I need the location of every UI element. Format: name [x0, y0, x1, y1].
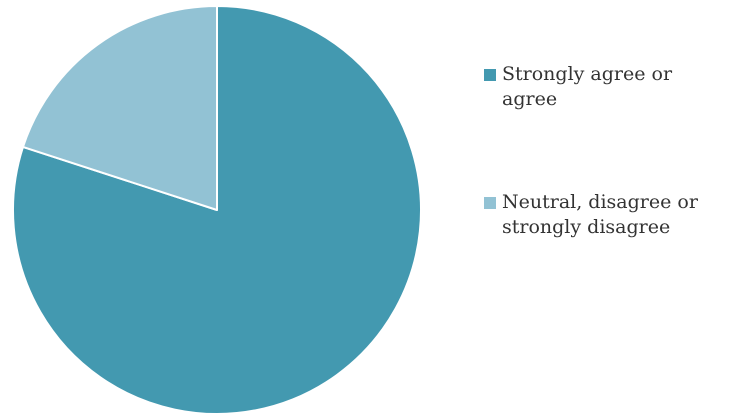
legend-label-disagree: Neutral, disagree or strongly disagree: [502, 191, 698, 238]
legend-label-agree: Strongly agree or agree: [502, 63, 673, 110]
legend-swatch-agree: [484, 69, 496, 81]
legend-item-agree: Strongly agree or agree: [484, 62, 729, 112]
pie-slice-disagree: [21, 5, 218, 211]
chart-legend: Strongly agree or agree Neutral, disagre…: [484, 62, 729, 240]
legend-swatch-disagree: [484, 197, 496, 209]
legend-item-disagree: Neutral, disagree or strongly disagree: [484, 190, 729, 240]
